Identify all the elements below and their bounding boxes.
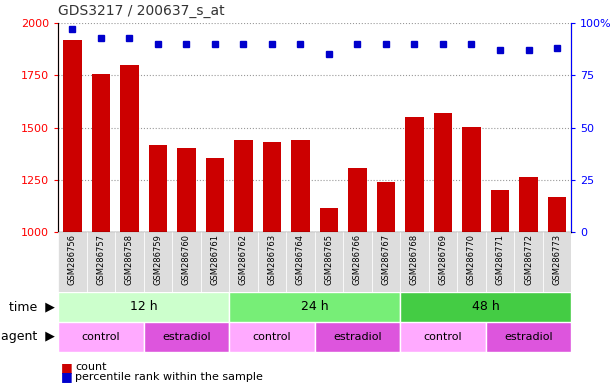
Bar <box>177 147 196 384</box>
Bar <box>514 232 543 292</box>
Text: control: control <box>252 332 291 342</box>
Text: estradiol: estradiol <box>162 332 211 342</box>
Text: estradiol: estradiol <box>333 332 382 342</box>
Text: GSM286770: GSM286770 <box>467 234 476 285</box>
Bar <box>400 292 571 322</box>
Bar <box>286 232 315 292</box>
Bar <box>543 232 571 292</box>
Bar <box>263 142 281 384</box>
Bar <box>87 232 115 292</box>
Bar <box>429 232 457 292</box>
Bar <box>229 292 400 322</box>
Bar <box>457 232 486 292</box>
Bar <box>519 177 538 384</box>
Bar <box>258 232 286 292</box>
Bar <box>58 322 144 352</box>
Bar <box>229 232 258 292</box>
Bar <box>463 127 481 384</box>
Bar <box>115 232 144 292</box>
Text: GSM286757: GSM286757 <box>97 234 105 285</box>
Bar <box>434 113 452 384</box>
Bar <box>343 232 371 292</box>
Bar <box>291 140 310 384</box>
Text: GSM286761: GSM286761 <box>210 234 219 285</box>
Text: control: control <box>81 332 120 342</box>
Text: time  ▶: time ▶ <box>9 300 55 313</box>
Bar <box>120 65 139 384</box>
Bar <box>148 146 167 384</box>
Text: percentile rank within the sample: percentile rank within the sample <box>75 372 263 382</box>
Text: estradiol: estradiol <box>504 332 553 342</box>
Bar <box>229 322 315 352</box>
Bar <box>486 232 514 292</box>
Text: GSM286769: GSM286769 <box>439 234 447 285</box>
Text: count: count <box>75 362 107 372</box>
Text: GSM286764: GSM286764 <box>296 234 305 285</box>
Text: agent  ▶: agent ▶ <box>1 330 55 343</box>
Text: control: control <box>423 332 463 342</box>
Text: GSM286771: GSM286771 <box>496 234 505 285</box>
Text: ■: ■ <box>61 370 73 383</box>
Text: GSM286767: GSM286767 <box>381 234 390 285</box>
Text: GSM286763: GSM286763 <box>268 234 276 285</box>
Bar <box>144 322 229 352</box>
Bar <box>320 208 338 384</box>
Bar <box>315 232 343 292</box>
Text: GSM286766: GSM286766 <box>353 234 362 285</box>
Text: 48 h: 48 h <box>472 300 500 313</box>
Text: GSM286768: GSM286768 <box>410 234 419 285</box>
Text: GSM286773: GSM286773 <box>552 234 562 285</box>
Text: GSM286758: GSM286758 <box>125 234 134 285</box>
Bar <box>58 232 87 292</box>
Text: GSM286772: GSM286772 <box>524 234 533 285</box>
Bar <box>206 158 224 384</box>
Bar <box>348 169 367 384</box>
Text: ■: ■ <box>61 361 73 374</box>
Text: GSM286762: GSM286762 <box>239 234 248 285</box>
Text: GSM286765: GSM286765 <box>324 234 334 285</box>
Bar <box>400 322 486 352</box>
Bar <box>491 190 510 384</box>
Bar <box>315 322 400 352</box>
Bar <box>92 74 110 384</box>
Bar <box>400 232 429 292</box>
Bar <box>405 117 424 384</box>
Bar <box>486 322 571 352</box>
Text: GSM286756: GSM286756 <box>68 234 77 285</box>
Bar <box>200 232 229 292</box>
Bar <box>371 232 400 292</box>
Bar <box>234 140 253 384</box>
Text: 12 h: 12 h <box>130 300 158 313</box>
Bar <box>377 182 395 384</box>
Bar <box>172 232 200 292</box>
Text: 24 h: 24 h <box>301 300 329 313</box>
Bar <box>144 232 172 292</box>
Text: GSM286760: GSM286760 <box>182 234 191 285</box>
Bar <box>63 40 82 384</box>
Bar <box>58 292 229 322</box>
Text: GSM286759: GSM286759 <box>153 234 163 285</box>
Text: GDS3217 / 200637_s_at: GDS3217 / 200637_s_at <box>58 4 225 18</box>
Bar <box>548 197 566 384</box>
